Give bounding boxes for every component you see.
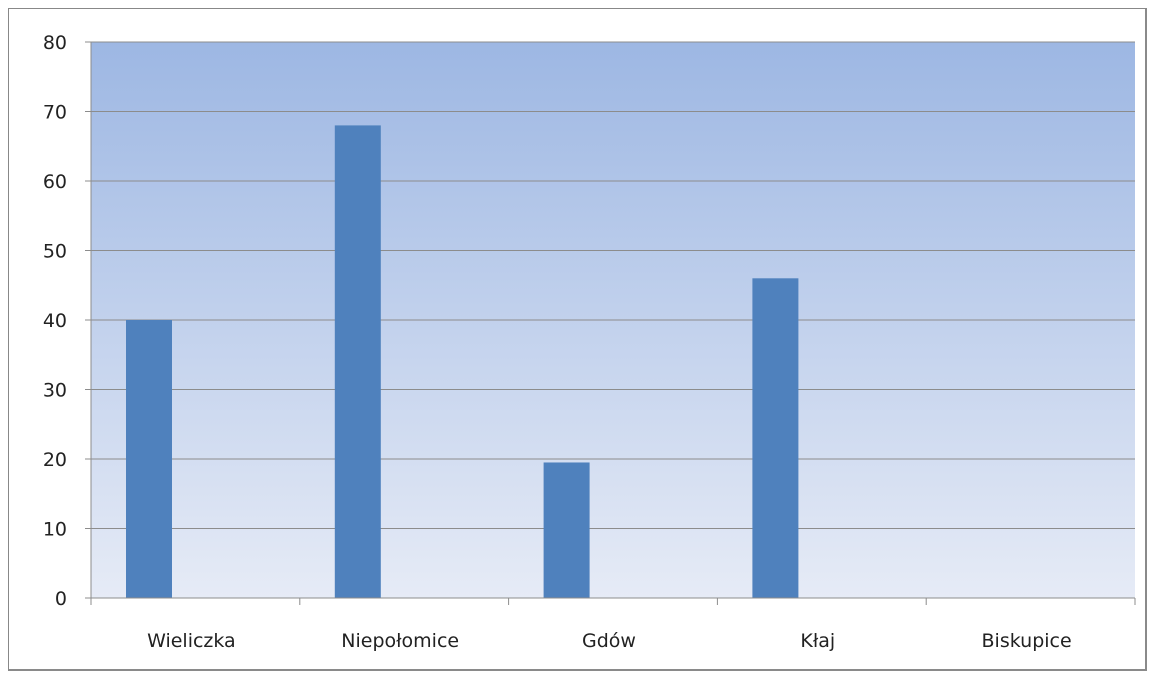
y-tick-label: 20 [43, 449, 67, 471]
x-tick-label: Wieliczka [147, 630, 236, 652]
x-tick-label: Biskupice [982, 630, 1072, 652]
y-tick-labels: 0 10 20 30 40 50 60 70 80 [43, 32, 67, 610]
bar-gdów [543, 462, 590, 598]
axes [85, 41, 1136, 605]
bar-wieliczka [126, 320, 172, 598]
x-tick-label: Kłaj [800, 630, 835, 652]
y-tick-label: 50 [43, 241, 67, 263]
y-tick-label: 0 [55, 588, 67, 610]
bars [126, 125, 799, 599]
bar-kłaj [752, 278, 799, 598]
x-tick-label: Gdów [582, 630, 636, 652]
x-tick-label: Niepołomice [341, 630, 459, 652]
y-tick-label: 70 [43, 102, 67, 124]
y-tick-label: 60 [43, 171, 67, 193]
bar-niepołomice [334, 125, 381, 599]
y-tick-label: 80 [43, 32, 67, 54]
y-tick-label: 30 [43, 380, 67, 402]
gridlines [91, 41, 1135, 529]
x-tick-labels: Wieliczka Niepołomice Gdów Kłaj Biskupice [147, 630, 1072, 652]
y-tick-label: 10 [43, 519, 67, 541]
y-tick-label: 40 [43, 310, 67, 332]
